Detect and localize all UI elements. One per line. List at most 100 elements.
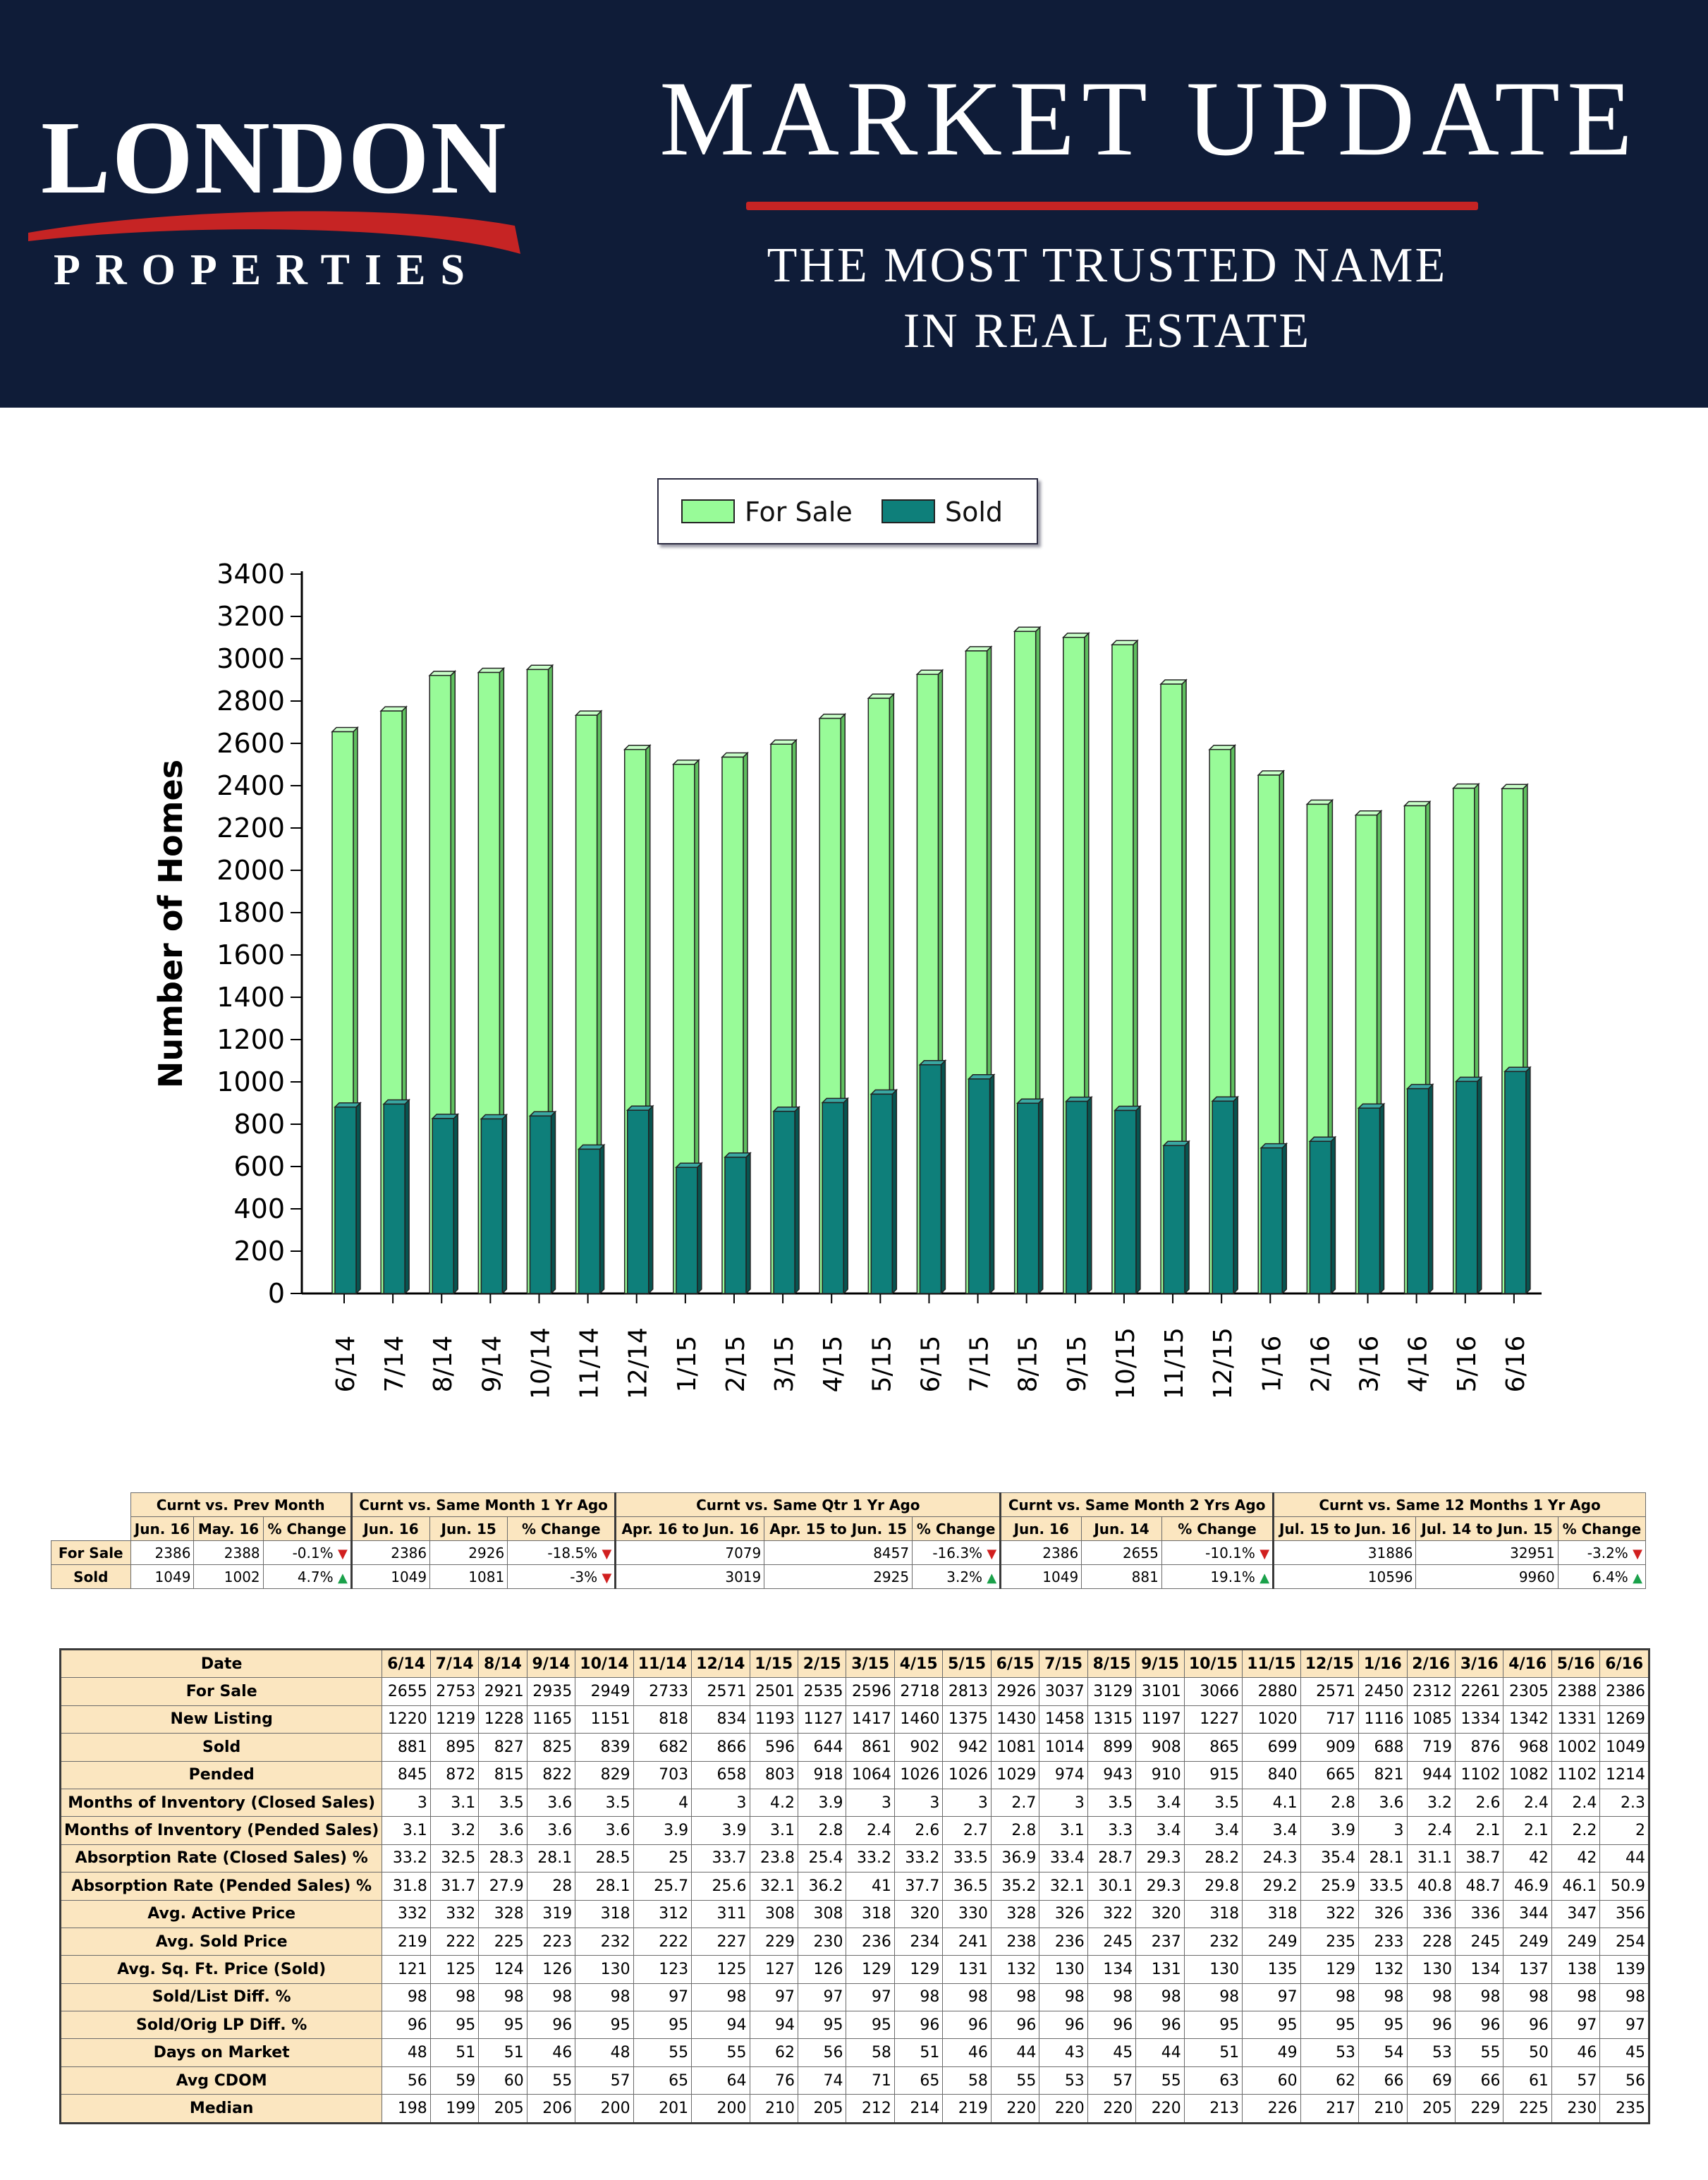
stats-row-label: Avg CDOM xyxy=(59,2066,383,2095)
stats-cell: 3.3 xyxy=(1087,1816,1137,1845)
stats-cell: 94 xyxy=(749,2011,799,2040)
stats-header-row: Date 6/14 7/14 8/14 9/14 10/14 11/14 12/14 1/15 2… xyxy=(59,1648,1649,1679)
stats-cell: 3.5 xyxy=(575,1788,634,1817)
stats-cell: 3.4 xyxy=(1242,1816,1301,1845)
stats-cell: 222 xyxy=(633,1927,693,1956)
stats-cell: 98 xyxy=(429,1983,480,2012)
bar-for-sale-top xyxy=(1013,626,1042,633)
bar-sold-top xyxy=(577,1144,606,1150)
bar-sold-top xyxy=(431,1114,460,1119)
stats-cell: 1331 xyxy=(1551,1705,1601,1734)
comparison-row-label: For Sale xyxy=(51,1540,131,1565)
stats-cell: 200 xyxy=(691,2094,750,2124)
x-tick-label: 1/15 xyxy=(673,1336,702,1393)
stats-cell: 95 xyxy=(429,2011,480,2040)
stats-cell: 3.2 xyxy=(1406,1788,1456,1817)
bar-sold-top xyxy=(1454,1076,1483,1083)
stats-cell: 2926 xyxy=(990,1677,1040,1706)
stats-cell: 2386 xyxy=(1599,1677,1649,1706)
stats-cell: 2305 xyxy=(1503,1677,1552,1706)
stats-cell: 33.2 xyxy=(893,1844,944,1873)
stats-cell: 1228 xyxy=(478,1705,527,1734)
bar-for-sale-top xyxy=(769,739,798,745)
stats-cell: 95 xyxy=(575,2011,634,2040)
stats-cell: 60 xyxy=(478,2066,527,2095)
bar-for-sale-top xyxy=(574,710,603,716)
stats-cell: 312 xyxy=(633,1899,693,1928)
stats-cell: 2.7 xyxy=(990,1788,1040,1817)
stats-cell: 42 xyxy=(1503,1844,1552,1873)
stats-cell: 344 xyxy=(1503,1899,1552,1928)
stats-date-header: 8/14 xyxy=(478,1648,527,1679)
stats-cell: 225 xyxy=(1503,2094,1552,2124)
stats-row: Days on Market 48 51 51 46 48 55 55 62 56 58 51 46 44… xyxy=(59,2038,1649,2067)
stats-row: Avg CDOM 56 59 60 55 57 65 64 76 74 71 65 58 55 53 57 55… xyxy=(59,2066,1649,2095)
stats-cell: 644 xyxy=(797,1733,847,1762)
stats-cell: 36.2 xyxy=(797,1872,847,1901)
bar-sold-top xyxy=(821,1097,850,1104)
comparison-subheader-cell: Jun. 16 xyxy=(350,1516,431,1541)
stats-cell: 2.2 xyxy=(1551,1816,1601,1845)
stats-cell: 249 xyxy=(1503,1927,1552,1956)
stats-cell: 97 xyxy=(749,1983,799,2012)
stats-cell: 65 xyxy=(893,2066,944,2095)
stats-cell: 2733 xyxy=(633,1677,693,1706)
x-tick-label: 10/15 xyxy=(1111,1327,1140,1396)
stats-row-label: Days on Market xyxy=(59,2038,383,2067)
bar-sold xyxy=(1016,1102,1039,1294)
stats-cell: 318 xyxy=(1242,1899,1301,1928)
stats-cell: 201 xyxy=(633,2094,693,2124)
stats-row: New Listing 1220 1219 1228 1165 1151 818 834 119… xyxy=(59,1705,1649,1734)
bar-for-sale-top xyxy=(331,726,359,733)
stats-cell: 220 xyxy=(1135,2094,1185,2124)
stats-cell: 33.2 xyxy=(846,1844,895,1873)
bar-sold-side xyxy=(404,1098,410,1295)
stats-cell: 50.9 xyxy=(1599,1872,1649,1901)
stats-cell: 210 xyxy=(749,2094,799,2124)
stats-cell: 3 xyxy=(1358,1816,1408,1845)
stats-cell: 28 xyxy=(526,1872,576,1901)
stats-cell: 132 xyxy=(1358,1955,1408,1984)
stats-cell: 2935 xyxy=(526,1677,576,1706)
stats-cell: 97 xyxy=(633,1983,693,2012)
stats-cell: 237 xyxy=(1135,1927,1185,1956)
stats-cell: 48 xyxy=(382,2038,431,2067)
stats-cell: 238 xyxy=(990,1927,1040,1956)
comparison-value-cell: 7079 xyxy=(614,1540,765,1565)
bar-sold-top xyxy=(1211,1096,1239,1102)
bar-sold xyxy=(383,1103,405,1294)
bar-for-sale-top xyxy=(428,670,457,676)
stats-cell: 2596 xyxy=(846,1677,895,1706)
stats-cell: 225 xyxy=(478,1927,527,1956)
bar-sold xyxy=(334,1106,357,1294)
stats-cell: 130 xyxy=(1183,1955,1243,1984)
stats-cell: 132 xyxy=(990,1955,1040,1984)
stats-cell: 1460 xyxy=(893,1705,944,1734)
bar-for-sale-top xyxy=(1111,640,1139,645)
stats-cell: 32.1 xyxy=(749,1872,799,1901)
stats-cell: 32.1 xyxy=(1039,1872,1088,1901)
stats-cell: 98 xyxy=(1599,1983,1649,2012)
stats-row-label: Months of Inventory (Closed Sales) xyxy=(59,1788,383,1817)
stats-cell: 1082 xyxy=(1503,1760,1552,1789)
stats-cell: 818 xyxy=(633,1705,693,1734)
bar-sold-top xyxy=(1162,1140,1190,1147)
stats-cell: 220 xyxy=(1087,2094,1137,2124)
stats-cell: 64 xyxy=(691,2066,750,2095)
bar-sold-side xyxy=(1379,1102,1385,1295)
stats-cell: 38.7 xyxy=(1454,1844,1504,1873)
stats-cell: 308 xyxy=(749,1899,799,1928)
stats-date-header: 7/14 xyxy=(429,1648,480,1679)
change-value: 3.2% xyxy=(946,1568,987,1585)
stats-cell: 76 xyxy=(749,2066,799,2095)
bar-sold-top xyxy=(1259,1143,1288,1149)
stats-row-label: Median xyxy=(59,2094,383,2124)
stats-cell: 822 xyxy=(526,1760,576,1789)
stats-cell: 95 xyxy=(1183,2011,1243,2040)
stats-date-header: 6/15 xyxy=(990,1648,1040,1679)
stats-cell: 35.2 xyxy=(990,1872,1040,1901)
comparison-row-sold: Sold 1049 1002 4.7% ▲ 1049 1081 -3% ▼ 3019 2925 3… xyxy=(51,1564,1647,1589)
stats-cell: 229 xyxy=(749,1927,799,1956)
comparison-value-cell: 8457 xyxy=(764,1540,913,1565)
y-tick-label: 1400 xyxy=(216,982,285,1013)
